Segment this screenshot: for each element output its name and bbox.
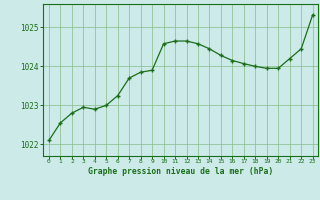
X-axis label: Graphe pression niveau de la mer (hPa): Graphe pression niveau de la mer (hPa) [88,167,273,176]
